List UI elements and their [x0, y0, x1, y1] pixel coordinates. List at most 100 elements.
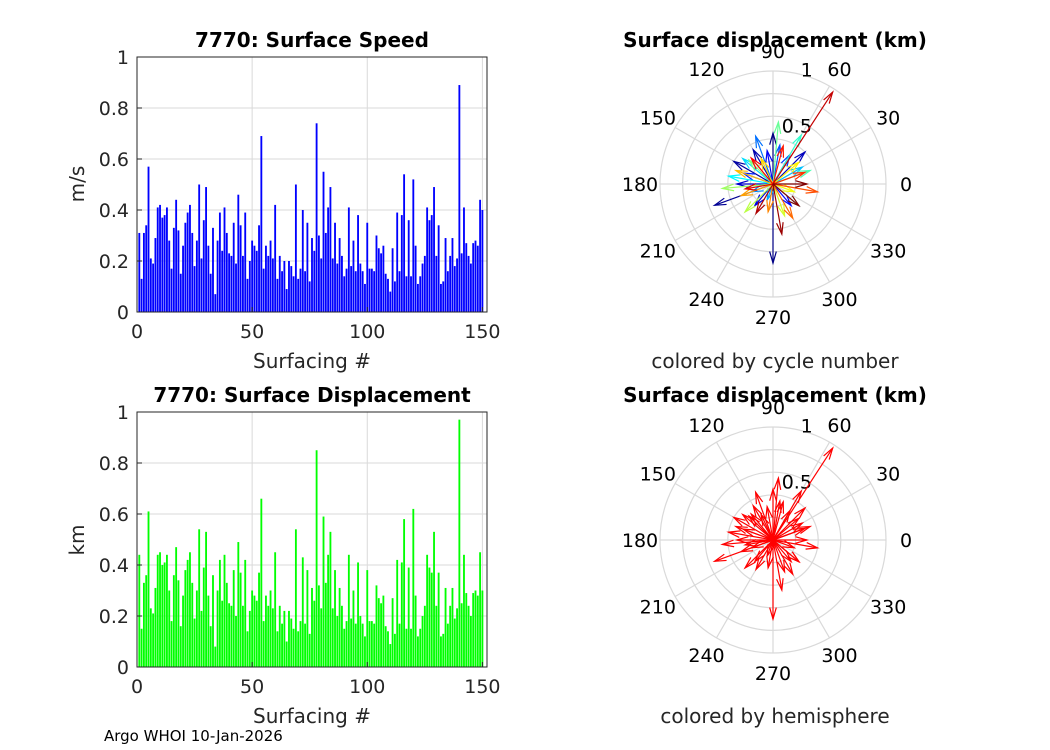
arrow-head — [752, 503, 763, 518]
angle-label: 180 — [622, 174, 658, 196]
bar — [225, 232, 228, 312]
bar — [469, 616, 472, 667]
y-axis-label: km — [65, 524, 89, 555]
displacement-arrow — [772, 539, 801, 564]
surface-displacement-chart: 7770: Surface Displacement Surfacing # k… — [65, 383, 501, 728]
bar — [308, 633, 311, 667]
chart-subtitle: colored by cycle number — [651, 349, 899, 373]
bar — [398, 623, 401, 667]
bar — [235, 263, 237, 312]
arrow-shaft — [772, 91, 834, 185]
arrow-head — [743, 201, 756, 214]
bar — [276, 631, 279, 667]
bar — [306, 570, 309, 667]
arrow-shaft — [722, 183, 774, 190]
bar — [417, 283, 419, 312]
angle-label: 300 — [821, 645, 857, 667]
displacement-arrow — [766, 539, 774, 570]
displacement-arrow — [720, 183, 774, 192]
displacement-arrow — [772, 171, 807, 185]
y-tick-label: 0.2 — [99, 606, 129, 628]
bar — [472, 593, 475, 667]
displacement-arrow — [772, 183, 794, 221]
bar — [451, 587, 454, 667]
bar — [299, 268, 302, 312]
bar — [218, 559, 221, 667]
arrow-shaft — [772, 539, 786, 573]
bar — [207, 595, 210, 667]
y-tick-label: 0.4 — [99, 555, 129, 577]
angle-label: 150 — [640, 464, 676, 486]
bar — [313, 250, 316, 312]
bar — [212, 575, 214, 667]
x-tick-label: 150 — [464, 321, 500, 343]
bar — [152, 263, 155, 312]
x-tick-label: 100 — [349, 321, 385, 343]
bar — [161, 565, 164, 667]
displacement-arrow — [754, 183, 774, 216]
arrow-head — [720, 539, 735, 548]
arrow-head — [805, 542, 820, 550]
bar — [288, 261, 290, 312]
bar — [403, 174, 406, 312]
arrow-shaft — [772, 507, 806, 541]
bar — [276, 278, 279, 312]
bar — [352, 240, 355, 312]
displacement-arrow — [772, 446, 834, 541]
bar — [278, 605, 281, 667]
bar — [465, 243, 468, 312]
bar — [315, 123, 318, 312]
arrow-head — [776, 499, 785, 514]
displacement-arrow — [772, 119, 782, 185]
bar — [184, 222, 187, 312]
bar — [301, 557, 304, 667]
y-tick-label: 0 — [117, 302, 129, 324]
bar — [248, 261, 251, 312]
bar — [384, 626, 387, 667]
bar — [357, 215, 359, 312]
bar — [403, 519, 406, 667]
arrow-head — [792, 171, 807, 180]
bar — [375, 585, 378, 667]
bar — [163, 215, 166, 312]
chart-title: 7770: Surface Speed — [195, 28, 429, 52]
bar — [382, 595, 385, 667]
displacement-arrow — [772, 475, 782, 541]
angle-label: 150 — [640, 108, 676, 130]
bar — [228, 603, 231, 667]
bar — [253, 245, 256, 312]
bar — [269, 240, 272, 312]
bar — [350, 618, 353, 667]
displacement-arrow — [743, 183, 774, 214]
bar — [370, 268, 373, 312]
arrow-shaft — [772, 539, 800, 563]
bar — [177, 230, 180, 312]
arrow-shaft — [767, 539, 774, 568]
arrow-head — [754, 134, 764, 149]
y-axis-label: m/s — [65, 166, 89, 203]
bar — [414, 595, 417, 667]
bar — [209, 273, 212, 312]
bar — [223, 207, 226, 312]
bar — [357, 562, 359, 667]
bar — [359, 616, 362, 667]
bar — [149, 258, 152, 312]
bar — [308, 281, 311, 312]
polar-spoke — [772, 539, 872, 598]
bar — [428, 220, 431, 312]
bar — [456, 258, 458, 312]
bar — [230, 255, 233, 312]
bar — [361, 623, 364, 667]
arrow-shaft — [772, 501, 784, 541]
bar — [142, 232, 145, 312]
bar — [255, 250, 258, 312]
bar — [205, 187, 207, 312]
arrow-head — [726, 530, 741, 538]
arrow-shaft — [745, 539, 774, 546]
displacement-arrow — [765, 148, 774, 185]
arrow-shaft — [772, 517, 800, 541]
arrow-shaft — [772, 171, 806, 185]
arrow-shaft — [760, 158, 774, 185]
bar — [182, 245, 184, 312]
bar — [380, 603, 382, 667]
